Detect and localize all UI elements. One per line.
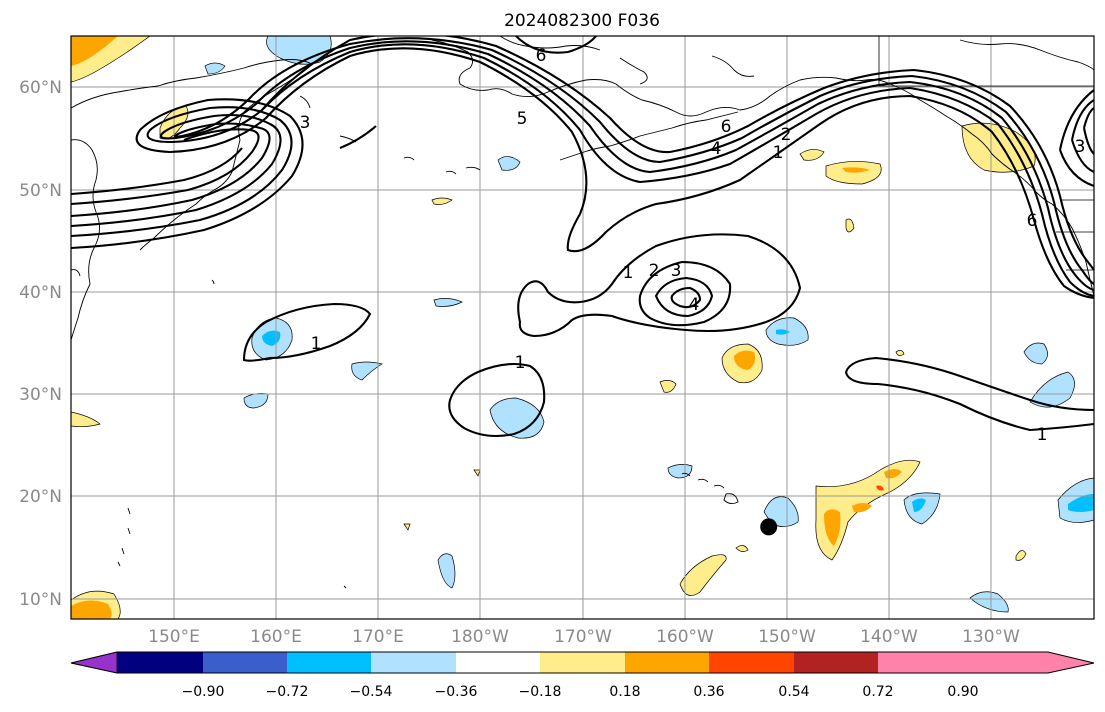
contour-label: 5 — [517, 109, 528, 129]
lon-tick-label: 130°W — [962, 627, 1020, 647]
colorbar-tick-label: −0.36 — [435, 684, 478, 700]
contour-label: 1 — [311, 334, 322, 354]
contour-label: 1 — [623, 263, 634, 283]
lat-tick-label: 60°N — [19, 78, 62, 98]
colorbar-tick-label: 0.72 — [862, 684, 893, 700]
colorbar-tick-label: 0.90 — [947, 684, 978, 700]
lon-tick-label: 170°W — [554, 627, 612, 647]
colorbar-bin — [456, 652, 540, 673]
contour-label: 2 — [781, 125, 792, 145]
colorbar-tick-label: 0.18 — [609, 684, 640, 700]
colorbar-bin — [794, 652, 878, 673]
colorbar-tick-label: −0.18 — [519, 684, 562, 700]
lon-tick-label: 170°E — [352, 627, 404, 647]
contour-label: 3 — [671, 261, 682, 281]
lon-tick-label: 180°W — [451, 627, 509, 647]
contour-label: 1 — [773, 143, 784, 163]
colorbar-tick-label: 0.54 — [778, 684, 809, 700]
storm-position-marker — [760, 518, 778, 536]
colorbar-outline — [70, 651, 1095, 674]
contour-label: 3 — [300, 113, 311, 133]
lat-tick-label: 20°N — [19, 487, 62, 507]
lon-tick-label: 160°W — [656, 627, 714, 647]
contour-label: 4 — [689, 295, 700, 315]
coastlines — [71, 36, 1094, 589]
colorbar — [70, 651, 1095, 674]
contour-lines — [71, 36, 1094, 438]
colorbar-bin — [878, 652, 963, 673]
longitude-tick-labels: 150°E 160°E 170°E 180°W 170°W 160°W 150°… — [148, 627, 1020, 647]
colorbar-bin — [625, 652, 709, 673]
contour-label: 6 — [1027, 211, 1038, 231]
lon-tick-label: 160°E — [250, 627, 302, 647]
contour-label: 6 — [721, 117, 732, 137]
lat-tick-label: 40°N — [19, 283, 62, 303]
contour-label: 6 — [536, 46, 547, 66]
lon-tick-label: 140°W — [860, 627, 918, 647]
colorbar-tick-labels: −0.90 −0.72 −0.54 −0.36 −0.18 0.18 0.36 … — [182, 684, 979, 700]
lat-tick-label: 50°N — [19, 181, 62, 201]
lon-tick-label: 150°W — [758, 627, 816, 647]
contour-label: 4 — [711, 139, 722, 159]
lon-tick-label: 150°E — [148, 627, 200, 647]
colorbar-tick-label: 0.36 — [693, 684, 724, 700]
contour-label: 1 — [1037, 425, 1048, 445]
contour-label: 2 — [649, 261, 660, 281]
colorbar-bin — [203, 652, 287, 673]
lat-tick-label: 30°N — [19, 385, 62, 405]
colorbar-bin — [371, 652, 456, 673]
colorbar-tick-label: −0.90 — [182, 684, 225, 700]
map-title: 2024082300 F036 — [504, 11, 660, 31]
contour-label-group: 6 5 3 1 1 2 3 4 1 1 2 4 6 6 3 1 — [300, 46, 1086, 445]
contour-label: 1 — [515, 353, 526, 373]
colorbar-tick-label: −0.72 — [266, 684, 309, 700]
colorbar-bin — [540, 652, 625, 673]
colorbar-extend-high — [963, 652, 1094, 673]
lat-tick-label: 10°N — [19, 590, 62, 610]
colorbar-extend-low — [70, 651, 118, 674]
colorbar-bin — [117, 652, 203, 673]
map-frame — [70, 35, 1095, 620]
colorbar-bin — [709, 652, 794, 673]
contour-label: 3 — [1075, 137, 1086, 157]
colorbar-tick-label: −0.54 — [350, 684, 393, 700]
latitude-tick-labels: 60°N 50°N 40°N 30°N 20°N 10°N — [19, 78, 62, 610]
colorbar-bin — [287, 652, 371, 673]
